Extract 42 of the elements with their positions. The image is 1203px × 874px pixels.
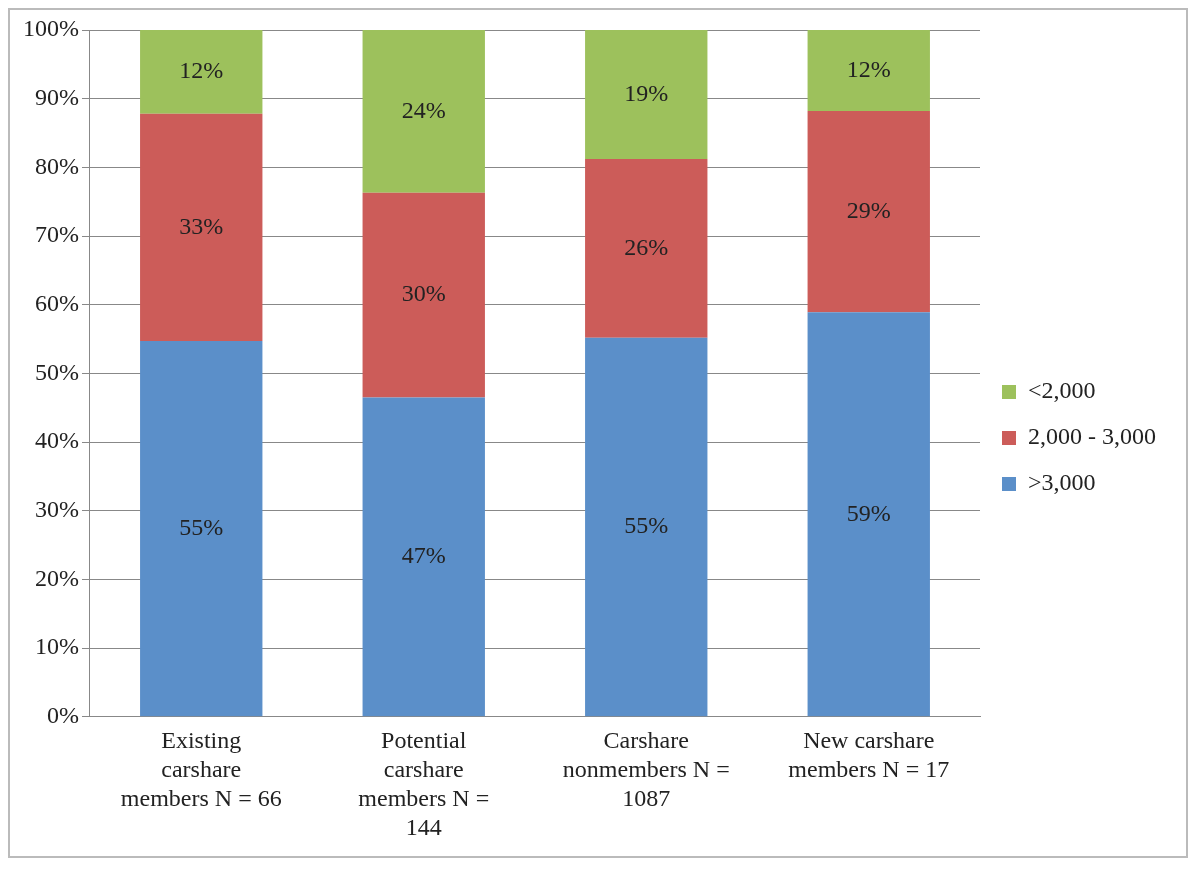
x-tick-label: Carshare nonmembers N = 1087 — [562, 727, 730, 812]
legend-label: 2,000 - 3,000 — [1028, 423, 1157, 450]
data-label: 59% — [846, 499, 891, 526]
data-label: 29% — [846, 196, 891, 223]
data-label: 19% — [624, 79, 669, 106]
data-label: 30% — [401, 280, 446, 307]
y-tick-label: 90% — [34, 83, 79, 110]
bar — [362, 30, 485, 193]
x-tick-label: Existing carshare members N = 66 — [120, 727, 282, 812]
bar — [807, 312, 930, 717]
y-tick-label: 0% — [46, 702, 79, 729]
x-tick-label: Potential carshare members N = 144 — [358, 727, 490, 840]
bar — [362, 397, 485, 717]
bar — [585, 30, 708, 160]
y-tick-label: 40% — [34, 427, 79, 454]
y-tick-label: 70% — [34, 221, 79, 248]
data-label: 55% — [179, 514, 224, 541]
x-tick-label: New carshare members N = 17 — [788, 727, 950, 783]
y-tick-label: 20% — [34, 564, 79, 591]
bar — [140, 113, 263, 342]
legend-label: <2,000 — [1028, 377, 1096, 404]
y-tick-label: 30% — [34, 496, 79, 523]
y-tick-label: 10% — [34, 633, 79, 660]
data-label: 24% — [401, 96, 446, 123]
y-tick-label: 80% — [34, 152, 79, 179]
data-label: 33% — [179, 212, 224, 239]
y-tick-label: 50% — [34, 358, 79, 385]
bar — [140, 341, 263, 717]
data-label: 12% — [179, 57, 224, 84]
data-label: 26% — [624, 233, 669, 260]
bar — [585, 159, 708, 338]
data-label: 47% — [401, 542, 446, 569]
bar — [140, 30, 263, 114]
y-tick-label: 100% — [22, 15, 79, 42]
bar — [585, 337, 708, 717]
bar — [807, 30, 930, 112]
legend-label: >3,000 — [1028, 469, 1096, 496]
data-label: 12% — [846, 55, 891, 82]
bar — [362, 192, 485, 398]
bar — [807, 111, 930, 313]
data-label: 55% — [624, 512, 669, 539]
y-tick-label: 60% — [34, 290, 79, 317]
